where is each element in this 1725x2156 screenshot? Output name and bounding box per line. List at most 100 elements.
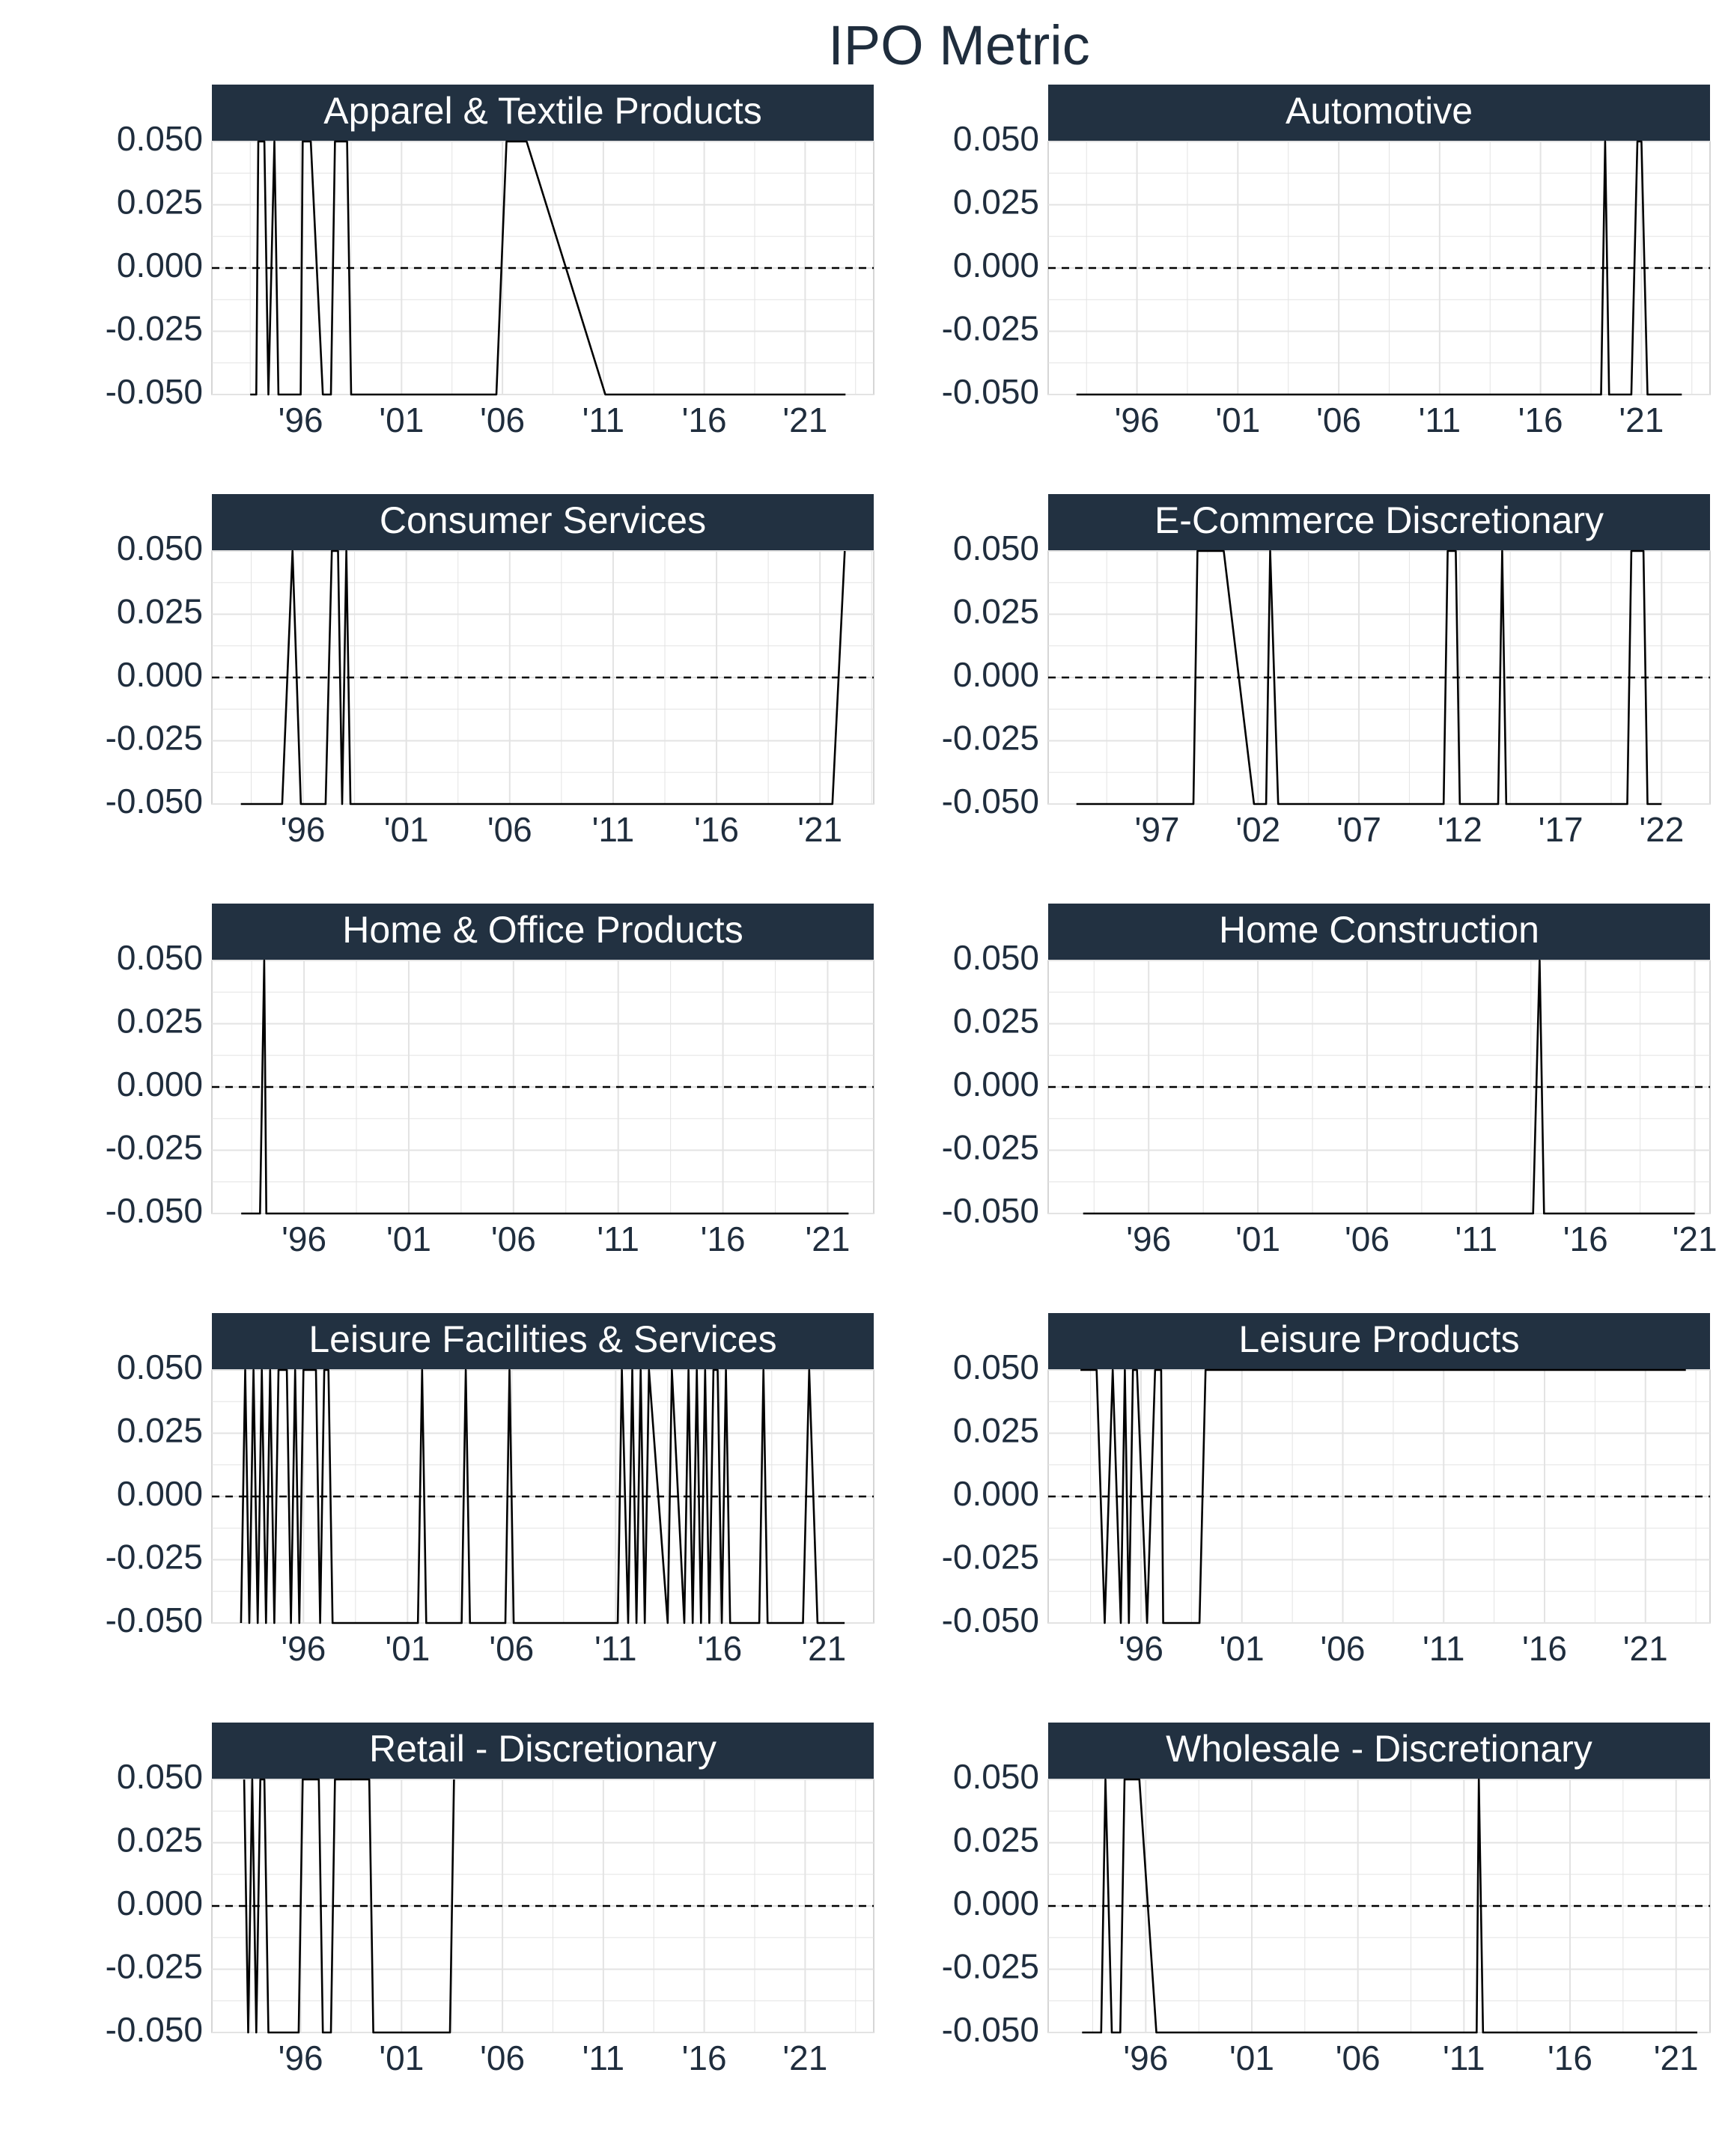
y-tick-label: -0.025 [106,1538,203,1577]
x-tick-label: '16 [1563,1219,1608,1258]
panel-strip-title: Consumer Services [380,499,706,541]
x-tick-label: '21 [1654,2038,1699,2077]
x-tick-label: '21 [805,1219,850,1258]
y-tick-label: -0.050 [942,1191,1039,1230]
panel-strip-title: Leisure Facilities & Services [308,1318,776,1360]
panel-e-commerce-discretionary: E-Commerce Discretionary 0.050 0.025 0.000 -… [942,494,1711,849]
panel-home-construction: Home Construction 0.050 0.025 0.000 -0.025 -0… [942,904,1718,1258]
x-tick-label: '21 [782,2038,827,2077]
y-tick-label: -0.050 [942,2010,1039,2049]
x-tick-label: '96 [279,401,323,439]
y-tick-label: 0.025 [117,1411,203,1450]
x-tick-label: '06 [1321,1629,1366,1668]
y-tick-label: 0.025 [953,1411,1039,1450]
panel-strip [212,1723,874,1779]
y-tick-label: -0.025 [942,309,1039,348]
x-tick-label: '01 [379,2038,424,2077]
x-tick-label: '06 [1336,2038,1381,2077]
x-tick-label: '96 [279,2038,323,2077]
y-tick-label: 0.000 [117,1474,203,1513]
x-tick-label: '11 [582,2038,625,2077]
x-tick-label: '11 [597,1219,639,1258]
x-tick-label: '01 [1220,1629,1265,1668]
y-tick-label: -0.025 [942,1128,1039,1167]
x-tick-label: '06 [489,1629,534,1668]
x-tick-label: '06 [1316,401,1361,439]
y-tick-label: 0.025 [953,592,1039,631]
x-tick-label: '11 [592,810,635,849]
y-tick-label: -0.025 [106,1128,203,1167]
y-tick-label: -0.025 [942,1538,1039,1577]
x-tick-label: '21 [782,401,827,439]
y-tick-label: -0.050 [942,1601,1039,1639]
y-tick-label: -0.025 [942,719,1039,758]
y-tick-label: 0.025 [117,1821,203,1860]
panel-consumer-services: Consumer Services 0.050 0.025 0.000 -0.025 -0… [106,494,874,849]
x-tick-label: '01 [379,401,424,439]
y-tick-label: 0.000 [953,1065,1039,1103]
x-tick-label: '21 [801,1629,846,1668]
panel-leisure-facilities-and-services: Leisure Facilities & Services 0.050 0.025 0… [106,1313,874,1668]
panels: Apparel & Textile Products 0.050 0.025 0.00… [106,85,1718,2077]
y-tick-label: 0.050 [117,119,203,158]
x-tick-label: '01 [1235,1219,1280,1258]
x-tick-label: '06 [480,401,525,439]
panel-apparel-and-textile-products: Apparel & Textile Products 0.050 0.025 0.00… [106,85,874,439]
y-tick-label: 0.000 [117,246,203,284]
y-tick-label: 0.025 [953,1002,1039,1041]
x-tick-label: '01 [384,810,429,849]
x-tick-label: '21 [1673,1219,1718,1258]
y-tick-label: 0.050 [953,1348,1039,1386]
panel-strip-title: Home Construction [1219,909,1539,951]
x-tick-label: '21 [1623,1629,1668,1668]
y-tick-label: 0.025 [117,592,203,631]
y-tick-label: -0.025 [106,1947,203,1986]
y-tick-label: 0.000 [953,1884,1039,1922]
chart-title: IPO Metric [828,14,1089,76]
panel-strip [212,494,874,551]
x-tick-label: '96 [281,1629,326,1668]
x-tick-label: '97 [1135,810,1180,849]
panel-strip [212,1313,874,1370]
y-tick-label: 0.025 [117,1002,203,1041]
y-tick-label: -0.025 [942,1947,1039,1986]
x-tick-label: '96 [1123,2038,1168,2077]
x-tick-label: '96 [281,810,326,849]
panel-leisure-products: Leisure Products 0.050 0.025 0.000 -0.025 -0.… [942,1313,1711,1668]
x-tick-label: '06 [487,810,532,849]
x-tick-label: '16 [1518,401,1563,439]
y-tick-label: 0.050 [953,938,1039,977]
x-tick-label: '11 [1455,1219,1498,1258]
y-tick-label: 0.025 [953,183,1039,222]
x-tick-label: '96 [1115,401,1160,439]
y-tick-label: 0.025 [953,1821,1039,1860]
panel-strip-title: E-Commerce Discretionary [1154,499,1604,541]
y-tick-label: -0.050 [106,372,203,411]
series-line [1082,1778,1697,2034]
y-tick-label: 0.000 [117,655,203,694]
panel-strip-title: Automotive [1286,90,1473,132]
y-tick-label: -0.050 [106,782,203,820]
x-tick-label: '01 [1215,401,1260,439]
series-line [241,959,849,1215]
panel-strip-title: Retail - Discretionary [369,1728,717,1770]
series-line [243,1778,455,2034]
x-tick-label: '01 [386,1219,431,1258]
y-tick-label: 0.000 [117,1884,203,1922]
x-tick-label: '06 [1345,1219,1390,1258]
x-tick-label: '11 [1419,401,1461,439]
panel-strip [212,904,874,960]
y-tick-label: 0.050 [117,938,203,977]
panel-strip [1048,85,1710,141]
panel-strip-title: Home & Office Products [342,909,743,951]
panel-strip-title: Apparel & Textile Products [323,90,762,132]
series-line [1080,1368,1686,1624]
x-tick-label: '11 [1423,1629,1465,1668]
x-tick-label: '22 [1639,810,1684,849]
x-tick-label: '11 [1443,2038,1485,2077]
x-tick-label: '21 [1619,401,1664,439]
y-tick-label: 0.000 [953,1474,1039,1513]
y-tick-label: 0.000 [953,655,1039,694]
y-tick-label: 0.050 [953,1757,1039,1796]
